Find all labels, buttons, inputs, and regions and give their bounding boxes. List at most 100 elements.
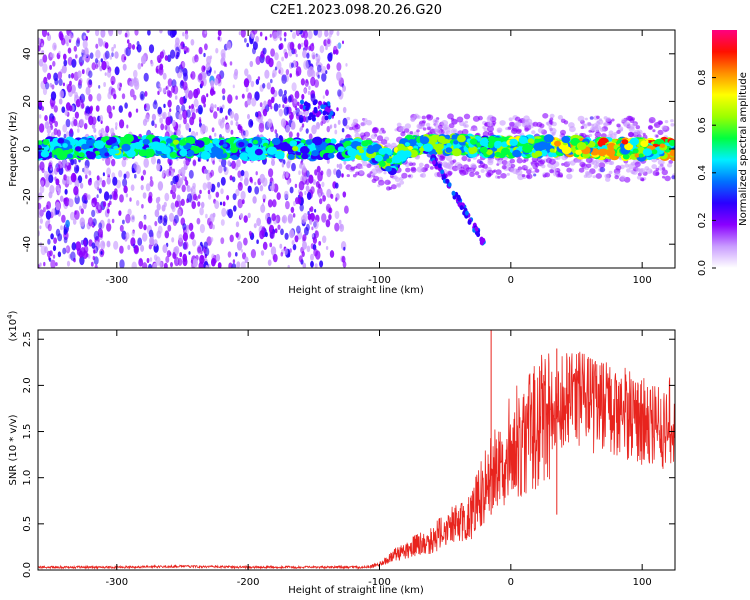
spectrogram-blob <box>76 248 82 256</box>
spectrogram-blob <box>636 175 642 180</box>
spectrogram-blob <box>342 191 347 198</box>
spectrogram-blob <box>435 143 444 151</box>
spectrogram-blob <box>115 125 118 130</box>
spectrogram-blob <box>248 230 252 237</box>
spectrogram-blob <box>515 169 523 176</box>
spectrogram-blob <box>287 95 292 103</box>
spectrogram-blob <box>326 107 331 113</box>
spectrogram-blob <box>393 175 398 180</box>
spectrogram-blob <box>215 253 221 262</box>
spectrogram-blob <box>220 188 224 195</box>
spectrogram-blob <box>237 124 241 131</box>
spectrogram-blob <box>57 251 62 258</box>
spectrogram-blob <box>233 205 237 212</box>
spectrogram-blob <box>240 261 246 268</box>
spectrogram-blob <box>129 88 135 98</box>
spectrogram-blob <box>204 168 208 175</box>
spectrogram-blob <box>250 120 254 126</box>
spectrogram-blob <box>452 129 456 133</box>
spectrogram-blob <box>154 123 157 128</box>
spectrogram-blob <box>58 78 63 86</box>
spectrogram-blob <box>222 201 226 207</box>
spectrogram-blob <box>65 131 70 137</box>
spectrogram-blob <box>149 257 153 262</box>
spectrogram-blob <box>580 125 584 130</box>
spectrogram-blob <box>240 169 245 177</box>
spectrogram-blob <box>531 130 536 135</box>
spectrogram-blob <box>432 160 436 165</box>
spectrogram-blob <box>526 174 531 179</box>
spectrogram-blob <box>127 208 132 216</box>
spectrogram-blob <box>327 114 332 120</box>
spectrogram-blob <box>123 185 128 194</box>
spectrogram-blob <box>629 137 640 146</box>
spectrogram-blob <box>211 127 215 133</box>
spectrogram-blob <box>143 158 149 168</box>
spectrogram-blob <box>136 40 140 47</box>
spectrogram-blob <box>311 124 317 135</box>
spectrogram-blob <box>255 35 259 43</box>
spectrogram-blob <box>284 247 288 256</box>
spectrogram-blob <box>191 201 196 210</box>
spectrogram-blob <box>183 117 187 125</box>
spectrogram-blob <box>205 62 211 71</box>
spectrogram-blob <box>49 184 55 194</box>
spectrogram-blob <box>157 181 164 191</box>
spectrogram-blob <box>655 172 660 176</box>
spectrogram-blob <box>48 174 54 183</box>
snr-multiplier-base: (x10 <box>8 319 19 342</box>
spectrogram-blob <box>248 153 259 162</box>
spectrogram-blob <box>579 161 586 167</box>
spectrogram-blob <box>232 84 235 89</box>
spectrogram-blob <box>163 51 166 56</box>
spectrogram-blob <box>161 146 171 155</box>
spectrogram-blob <box>586 163 592 169</box>
spectrogram-blob <box>336 163 339 168</box>
spectrogram-blob <box>404 142 410 147</box>
spectrogram-blob <box>106 105 112 114</box>
spectrogram-blob <box>41 30 48 38</box>
spectrogram-blob <box>158 83 161 87</box>
spectrogram-blob <box>272 72 275 79</box>
spectrogram-blob <box>111 52 114 57</box>
spectrogram-blob <box>315 250 321 260</box>
spectrogram-blob <box>175 54 179 60</box>
spectrogram-blob <box>287 153 295 160</box>
spectrogram-blob <box>53 45 57 49</box>
spectrogram-blob <box>98 129 103 137</box>
spectrogram-blob <box>321 72 327 82</box>
spectrogram-blob <box>371 127 379 134</box>
spectrogram-blob <box>276 192 281 201</box>
spectrogram-blob <box>325 138 331 144</box>
spectrogram-blob <box>616 123 621 128</box>
spectrogram-blob <box>70 172 77 183</box>
spectrogram-blob <box>123 133 134 143</box>
spectrogram-blob <box>261 226 266 235</box>
spectrogram-blob <box>68 148 74 153</box>
spectrogram-blob <box>306 102 311 108</box>
spectrogram-blob <box>47 32 50 36</box>
spectrogram-blob <box>366 147 375 154</box>
spectrogram-blob <box>292 243 297 251</box>
spectrogram-blob <box>79 118 85 127</box>
spectrogram-blob <box>97 205 101 210</box>
spectrogram-blob <box>111 218 115 224</box>
spectrogram-blob <box>195 140 205 148</box>
spectrogram-blob <box>437 163 442 169</box>
spectrogram-blob <box>168 90 173 98</box>
spectrogram-blob <box>198 117 202 122</box>
spectrogram-blob <box>93 230 100 241</box>
spectrogram-blob <box>104 152 110 157</box>
spectrogram-blob <box>250 249 256 259</box>
spectrogram-blob <box>126 149 136 158</box>
spectrogram-blob <box>184 93 188 99</box>
spectrogram-blob <box>259 102 263 108</box>
spectrogram-blob <box>92 218 97 227</box>
spectrogram-blob <box>376 135 384 142</box>
snr-y-label: SNR (10 * v/v) <box>8 414 19 485</box>
spectrogram-blob <box>251 97 257 107</box>
spectrogram-blob <box>275 133 279 139</box>
spectrogram-blob <box>38 202 42 210</box>
spectrogram-blob <box>241 199 245 205</box>
